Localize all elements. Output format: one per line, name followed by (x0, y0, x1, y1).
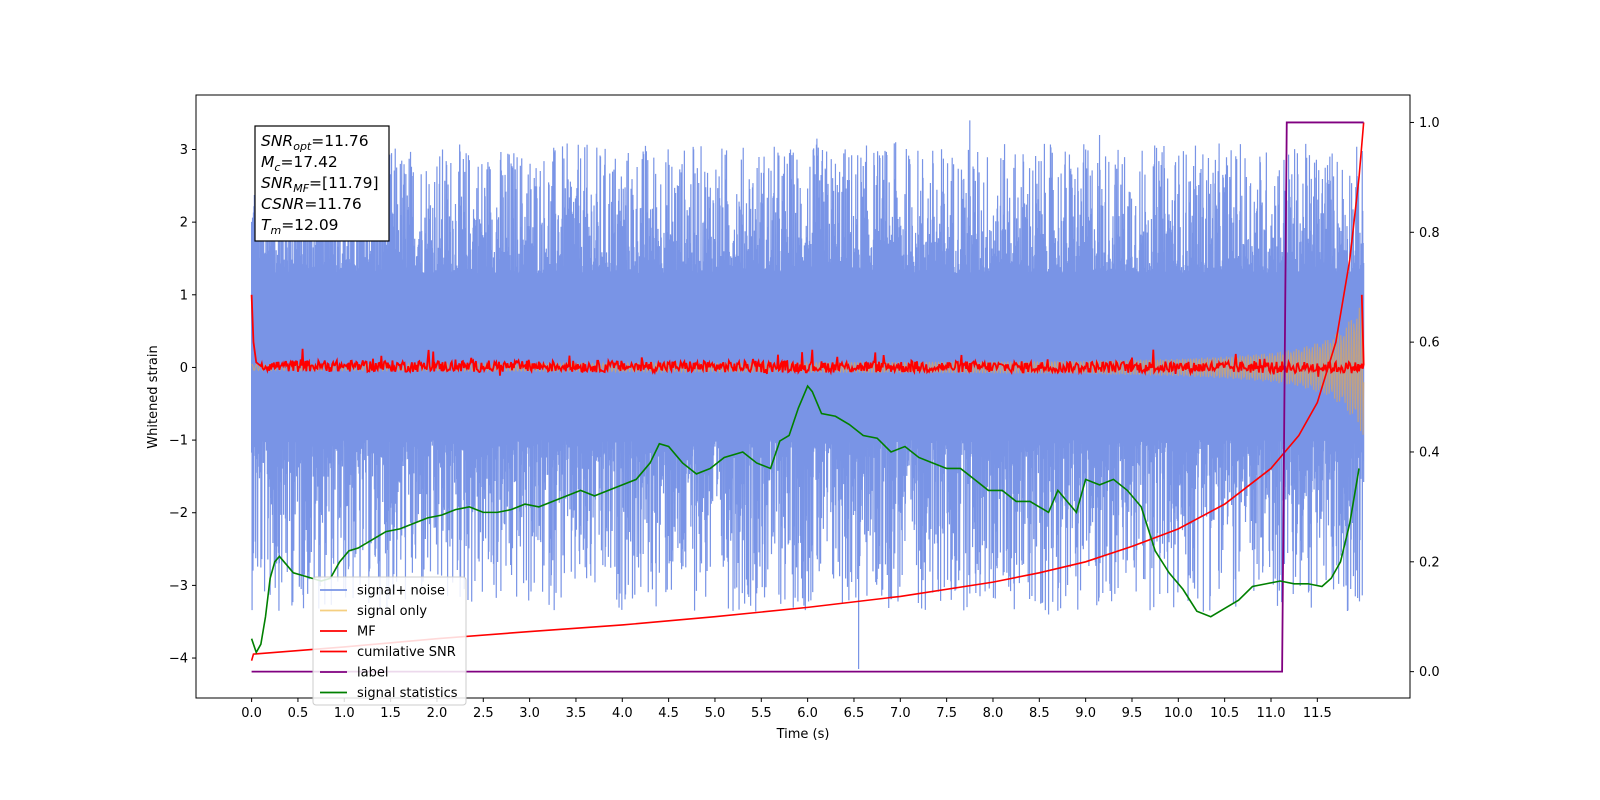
x-tick-label: 9.0 (1075, 706, 1096, 721)
legend: signal+ noise signal only MF cumilative SNR… (312, 576, 467, 706)
y2-tick-label: 0.0 (1419, 665, 1440, 680)
annotation-box: SNRopt=11.76Mc=17.42SNRMF=[11.79]CSNR=11… (254, 125, 390, 242)
x-tick-label: 8.0 (983, 706, 1004, 721)
x-tick-label: 6.5 (844, 706, 865, 721)
x-tick-label: 0.0 (241, 706, 262, 721)
annotation-line: SNRopt=11.76 (261, 132, 369, 153)
series-mf (250, 294, 1365, 377)
x-tick-label: 7.0 (890, 706, 911, 721)
y-tick-label: −2 (169, 506, 188, 521)
legend-label: signal statistics (357, 686, 458, 701)
y-tick-label: 2 (180, 216, 188, 231)
x-tick-label: 4.0 (612, 706, 633, 721)
y2-tick-label: 0.2 (1419, 555, 1440, 570)
x-axis-label: Time (s) (776, 727, 830, 742)
y-tick-label: −1 (169, 434, 188, 449)
x-tick-label: 5.0 (705, 706, 726, 721)
series-signal-noise (251, 120, 1365, 669)
x-tick-label: 9.5 (1122, 706, 1143, 721)
series-layer (250, 120, 1365, 673)
y2-tick-label: 1.0 (1419, 116, 1440, 131)
x-tick-label: 10.0 (1164, 706, 1193, 721)
x-tick-label: 2.0 (427, 706, 448, 721)
ticks-layer: 0.0 0.5 1.0 1.5 2.0 2.5 3.0 3.5 4.0 4.5 5.0 5.5 6.0 6… (169, 116, 1440, 721)
y-tick-label: −4 (169, 652, 188, 667)
x-tick-label: 6.0 (797, 706, 818, 721)
legend-label: MF (357, 625, 376, 640)
x-tick-label: 8.5 (1029, 706, 1050, 721)
x-tick-label: 11.5 (1303, 706, 1332, 721)
annotation-line: SNRMF=[11.79] (261, 174, 379, 195)
y2-tick-label: 0.8 (1419, 226, 1440, 241)
y2-tick-label: 0.6 (1419, 336, 1440, 351)
x-tick-label: 1.5 (380, 706, 401, 721)
x-tick-label: 11.0 (1257, 706, 1286, 721)
x-tick-label: 5.5 (751, 706, 772, 721)
y-tick-label: 0 (180, 361, 188, 376)
legend-label: cumilative SNR (357, 645, 456, 660)
x-tick-label: 1.0 (334, 706, 355, 721)
annotation-line: CSNR=11.76 (261, 195, 362, 213)
x-tick-label: 7.5 (936, 706, 957, 721)
series-cumulative-snr (250, 122, 1365, 661)
x-tick-label: 10.5 (1210, 706, 1239, 721)
series-signal-statistics (250, 384, 1360, 655)
annotation-line: Tm=12.09 (261, 216, 339, 237)
y-axis-label: Whitened strain (146, 345, 161, 448)
x-tick-label: 3.0 (519, 706, 540, 721)
x-tick-label: 4.5 (658, 706, 679, 721)
legend-label: signal only (357, 604, 427, 619)
y-tick-label: 3 (180, 143, 188, 158)
y-tick-label: −3 (169, 579, 188, 594)
annotation-frame (254, 125, 390, 242)
legend-label: label (357, 666, 388, 681)
y2-tick-label: 0.4 (1419, 445, 1440, 460)
legend-label: signal+ noise (357, 584, 445, 599)
x-tick-label: 2.5 (473, 706, 494, 721)
annotation-line: Mc=17.42 (261, 153, 338, 174)
y-tick-label: 1 (180, 288, 188, 303)
x-tick-label: 3.5 (566, 706, 587, 721)
plot-frame (195, 94, 1411, 699)
legend-frame (312, 576, 467, 706)
series-label (251, 121, 1364, 673)
x-tick-label: 0.5 (288, 706, 309, 721)
